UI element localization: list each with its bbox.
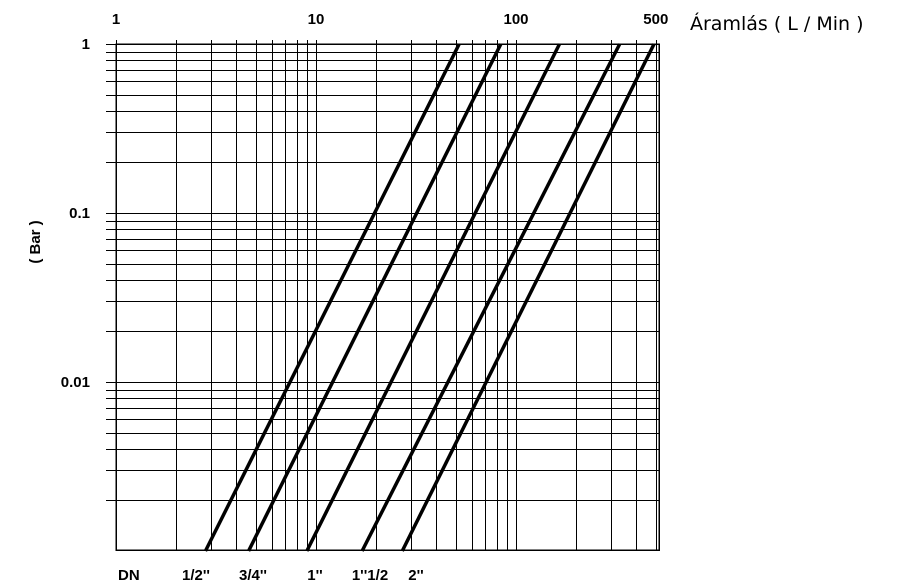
y-tick-label: 0.1: [69, 205, 90, 222]
series-line: [360, 43, 622, 552]
x-tick-label: 100: [503, 11, 528, 28]
y-axis-title: ( Bar ): [27, 220, 44, 263]
x-axis-title: Áramlás ( L / Min ): [690, 12, 864, 35]
series-name-label: 3/4'': [239, 567, 267, 583]
x-tick-label: 500: [643, 11, 668, 28]
plot-frame: [115, 43, 660, 551]
series-line: [400, 43, 656, 552]
series-line: [203, 43, 461, 552]
tick-labels: 1 10 100 500 1 0.1 0.01 1/2'' 3/4'' 1'' 1''1/2 2'': [61, 11, 669, 583]
series-name-label: 2'': [408, 567, 423, 583]
series-line: [305, 43, 562, 552]
series-name-label: 1/2'': [182, 567, 210, 583]
series-line: [246, 43, 503, 552]
y-tick-label: 1: [82, 36, 90, 53]
dn-label: DN: [118, 567, 140, 583]
x-tick-label: 10: [308, 11, 325, 28]
grid: [106, 40, 659, 550]
y-tick-label: 0.01: [61, 374, 90, 391]
series-lines: [203, 43, 656, 552]
x-tick-label: 1: [112, 11, 120, 28]
series-name-label: 1''1/2: [352, 567, 388, 583]
series-name-label: 1'': [307, 567, 322, 583]
